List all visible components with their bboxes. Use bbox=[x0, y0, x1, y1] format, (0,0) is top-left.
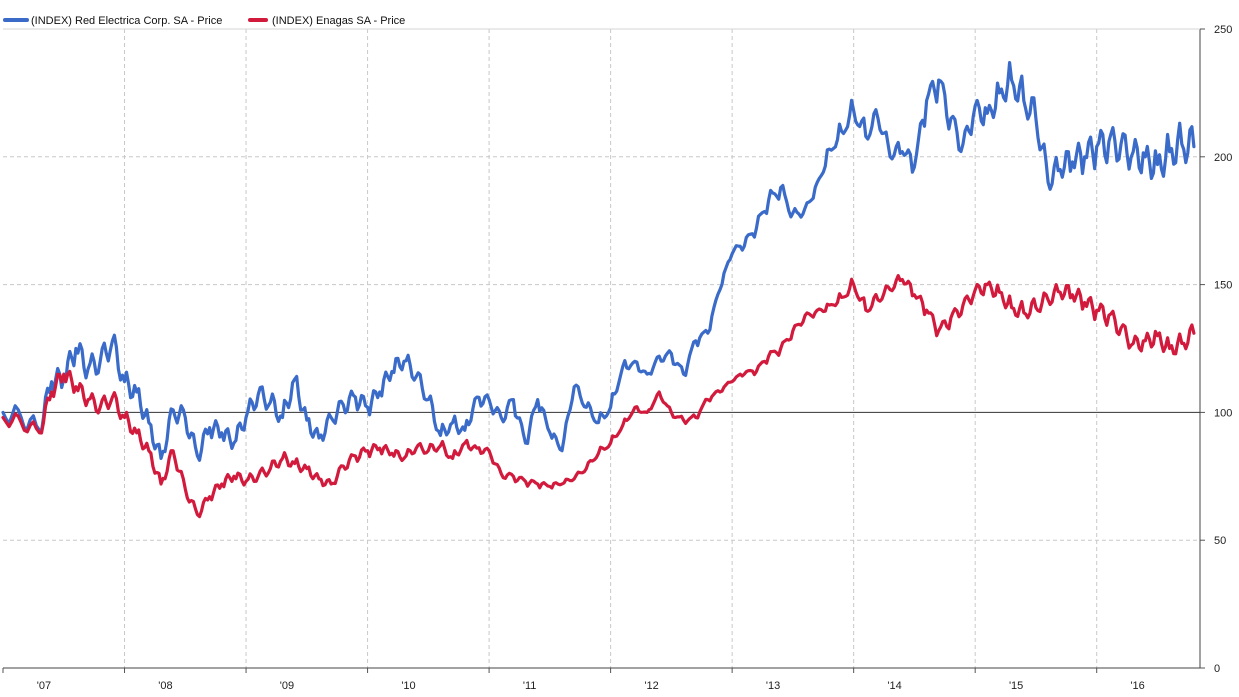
y-tick-label: 200 bbox=[1214, 152, 1232, 164]
x-tick-label: '13 bbox=[766, 680, 780, 692]
y-tick-label: 100 bbox=[1214, 407, 1232, 419]
axes: 0 50 100 150 200 250 '07 '08 '09 '10 '11 '12 '13 '14 '… bbox=[2, 24, 1232, 692]
x-tick-label: '07 bbox=[37, 680, 51, 692]
x-tick-label: '08 bbox=[158, 680, 172, 692]
legend-label-red-electrica: (INDEX) Red Electrica Corp. SA - Price bbox=[31, 15, 222, 27]
y-tick-label: 0 bbox=[1214, 663, 1220, 675]
x-tick-label: '11 bbox=[523, 680, 537, 692]
x-tick-label: '09 bbox=[280, 680, 294, 692]
y-tick-label: 250 bbox=[1214, 24, 1232, 36]
legend-label-enagas: (INDEX) Enagas SA - Price bbox=[272, 15, 405, 27]
x-tick-label: '14 bbox=[887, 680, 901, 692]
x-tick-label: '12 bbox=[644, 680, 658, 692]
x-tick-label: '15 bbox=[1009, 680, 1023, 692]
y-tick-label: 150 bbox=[1214, 280, 1232, 292]
y-tick-label: 50 bbox=[1214, 535, 1226, 547]
series-line-red-electrica bbox=[1, 61, 1196, 462]
series-line-enagas bbox=[1, 274, 1196, 519]
x-tick-label: '16 bbox=[1130, 680, 1144, 692]
series-layer bbox=[1, 61, 1196, 519]
x-tick-label: '10 bbox=[401, 680, 415, 692]
legend: (INDEX) Red Electrica Corp. SA - Price (… bbox=[3, 15, 405, 27]
